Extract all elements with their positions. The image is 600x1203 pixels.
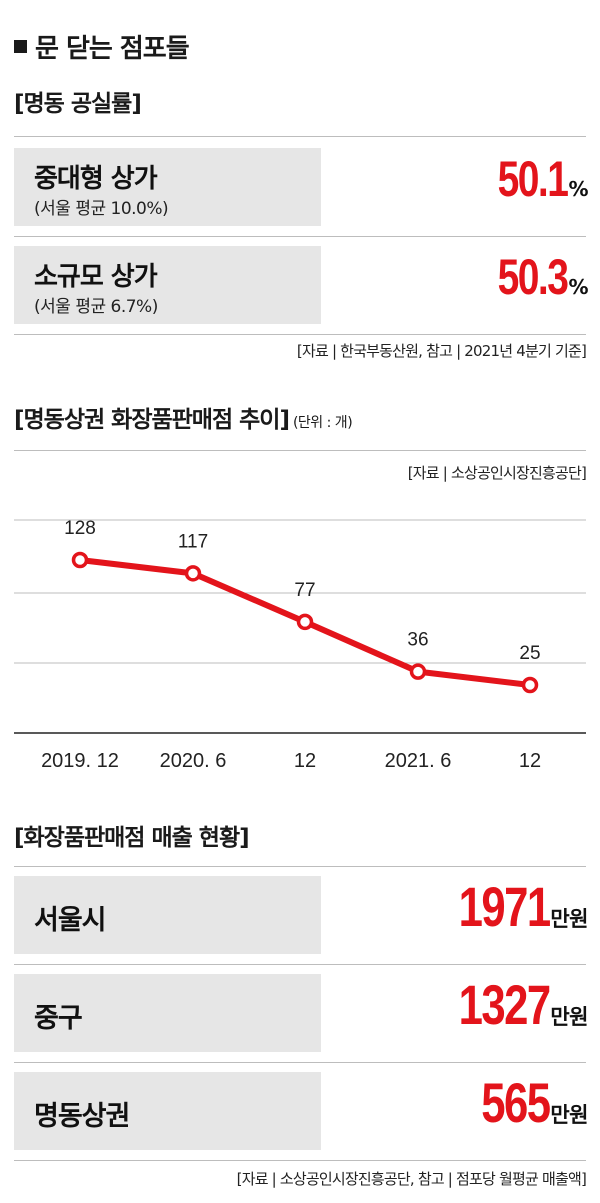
- data-point-2: [296, 613, 314, 631]
- chart-title-text: [명동상권 화장품판매점 추이]: [14, 407, 290, 433]
- chart-source: [자료 | 소상공인시장진흥공단]: [407, 464, 587, 482]
- x-tick-label-4: 12: [519, 750, 541, 772]
- x-tick-label-2: 12: [294, 750, 316, 772]
- chart-title: [명동상권 화장품판매점 추이] (단위 : 개): [14, 400, 353, 434]
- divider: [14, 866, 586, 867]
- data-point-3: [409, 663, 427, 680]
- divider: [14, 964, 586, 965]
- chart-unit: (단위 : 개): [292, 415, 353, 431]
- vacancy-value-large-number: 50.1: [497, 151, 569, 207]
- line-chart: 128 117 77 36 25 2019. 12 2020. 6 12 2021. 6 12: [14, 518, 586, 772]
- vacancy-source: [자료 | 한국부동산원, 참고 | 2021년 4분기 기준]: [296, 342, 587, 360]
- sales-value-seoul-unit: 만원: [550, 907, 588, 931]
- data-point-0: [71, 551, 89, 569]
- sales-label-junggu: 중구: [34, 1003, 83, 1034]
- sales-box-junggu: 중구: [14, 974, 321, 1052]
- sales-section-title: [화장품판매점 매출 현황]: [14, 825, 250, 851]
- sales-label-myeongdong: 명동상권: [34, 1101, 130, 1132]
- sales-value-junggu-unit: 만원: [550, 1005, 588, 1029]
- vacancy-value-small: 50.3%: [478, 248, 589, 306]
- data-point-4: [521, 676, 539, 694]
- sales-value-junggu: 1327만원: [433, 972, 588, 1037]
- sales-value-seoul: 1971만원: [433, 874, 588, 939]
- data-point-1: [184, 565, 202, 582]
- vacancy-box-large: 중대형 상가 (서울 평균 10.0%): [14, 148, 321, 226]
- value-label-3: 36: [407, 630, 428, 651]
- x-tick-label-1: 2020. 6: [160, 750, 227, 772]
- square-bullet-icon: [14, 40, 27, 53]
- sales-value-seoul-number: 1971: [458, 875, 550, 938]
- sales-label-seoul: 서울시: [34, 905, 107, 936]
- chart-value-labels: 128 117 77 36 25: [64, 518, 540, 664]
- divider: [14, 136, 586, 137]
- vacancy-box-small: 소규모 상가 (서울 평균 6.7%): [14, 246, 321, 324]
- sales-value-myeongdong-unit: 만원: [550, 1103, 588, 1127]
- value-label-1: 117: [178, 531, 208, 552]
- chart-points: [71, 551, 539, 694]
- vacancy-label-small: 소규모 상가: [34, 262, 158, 292]
- value-label-2: 77: [294, 580, 315, 601]
- main-title-text: 문 닫는 점포들: [35, 34, 190, 64]
- vacancy-sub-small: (서울 평균 6.7%): [34, 297, 158, 317]
- vacancy-sub-large: (서울 평균 10.0%): [34, 199, 169, 219]
- vacancy-value-large: 50.1%: [478, 150, 589, 208]
- main-title: 문 닫는 점포들: [14, 28, 190, 65]
- sales-box-myeongdong: 명동상권: [14, 1072, 321, 1150]
- chart-grid: [14, 519, 586, 734]
- value-label-4: 25: [519, 643, 540, 664]
- vacancy-value-small-unit: %: [568, 275, 588, 299]
- sales-value-myeongdong: 565만원: [462, 1070, 588, 1135]
- divider: [14, 1160, 586, 1161]
- divider: [14, 450, 586, 451]
- vacancy-section-title: [명동 공실률]: [14, 91, 142, 117]
- sales-value-myeongdong-number: 565: [481, 1071, 551, 1134]
- vacancy-label-large: 중대형 상가: [34, 164, 158, 194]
- divider: [14, 334, 586, 335]
- divider: [14, 236, 586, 237]
- vacancy-value-large-unit: %: [568, 177, 588, 201]
- divider: [14, 1062, 586, 1063]
- chart-x-ticks: 2019. 12 2020. 6 12 2021. 6 12: [41, 750, 541, 772]
- value-label-0: 128: [64, 518, 96, 539]
- vacancy-value-small-number: 50.3: [497, 249, 569, 305]
- x-tick-label-0: 2019. 12: [41, 750, 119, 772]
- x-tick-label-3: 2021. 6: [385, 750, 452, 772]
- sales-value-junggu-number: 1327: [458, 973, 550, 1036]
- sales-source: [자료 | 소상공인시장진흥공단, 참고 | 점포당 월평균 매출액]: [236, 1170, 587, 1188]
- sales-box-seoul: 서울시: [14, 876, 321, 954]
